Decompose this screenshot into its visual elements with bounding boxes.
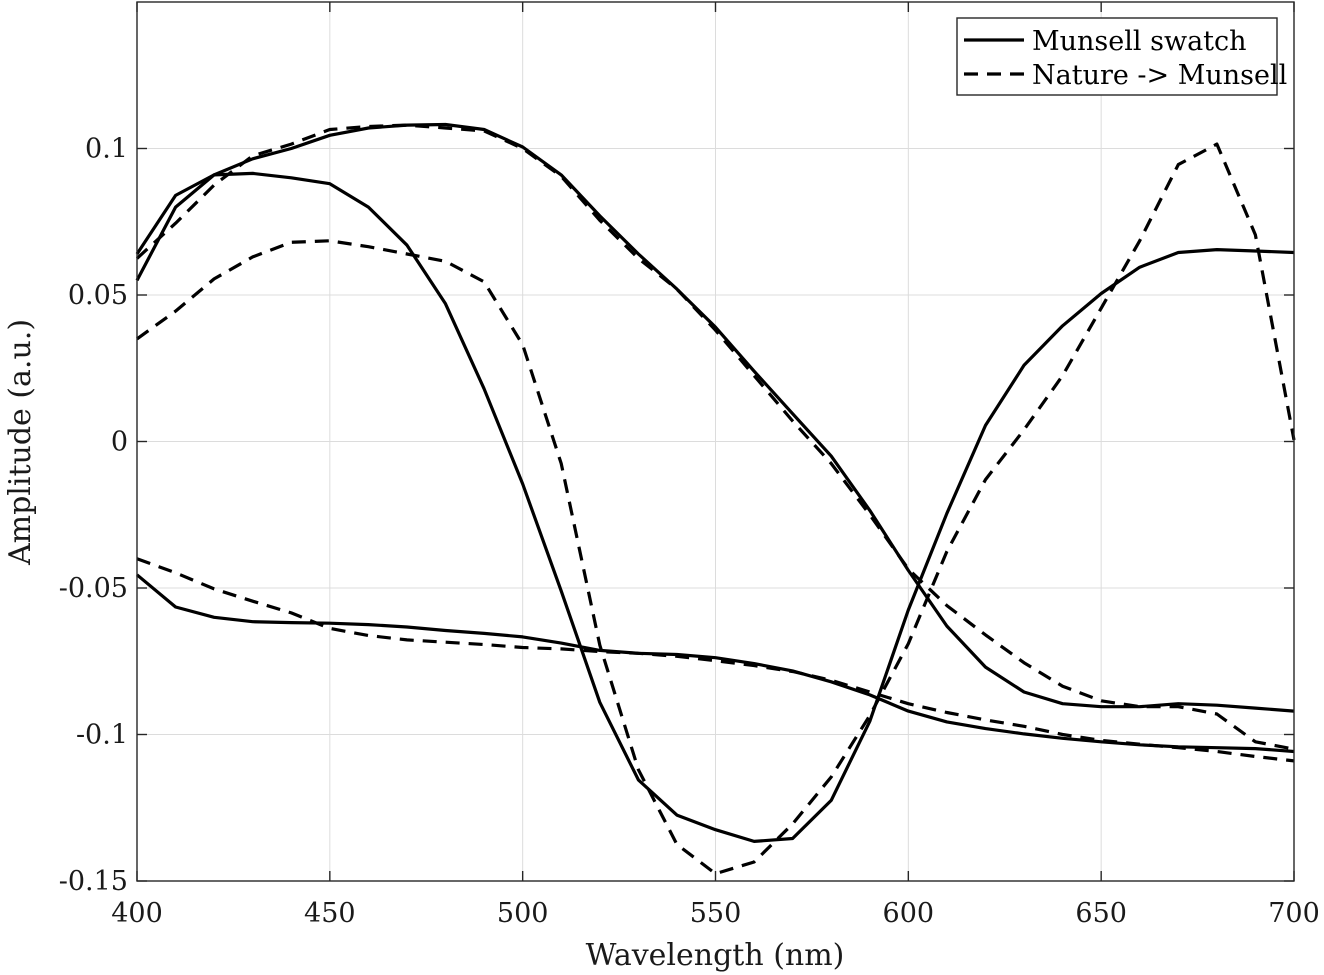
series-line-5-solid [135, 573, 1295, 754]
plot-lines [135, 122, 1296, 876]
x-tick-label: 550 [690, 898, 742, 929]
series-line-2-dashed [135, 123, 1295, 751]
y-tick-label: 0.05 [68, 280, 128, 311]
series-line-3-solid [135, 171, 1295, 844]
legend-label-nature-to-munsell: Nature -> Munsell [1032, 60, 1287, 91]
x-tick-label: 700 [1268, 898, 1320, 929]
x-tick-label: 650 [1075, 898, 1127, 929]
legend-label-munsell-swatch: Munsell swatch [1032, 26, 1247, 57]
x-tick-label: 450 [304, 898, 356, 929]
axis-ticks [136, 2, 1295, 882]
x-tick-label: 400 [111, 898, 163, 929]
y-tick-label: 0 [111, 427, 128, 458]
x-tick-label: 600 [883, 898, 935, 929]
y-tick-label: -0.1 [76, 720, 128, 751]
legend: Munsell swatch Nature -> Munsell [956, 17, 1287, 96]
y-tick-labels: -0.15 -0.1 -0.05 0 0.05 0.1 [59, 134, 128, 898]
x-tick-label: 500 [497, 898, 549, 929]
series-line-4-dashed [136, 142, 1296, 876]
grid [136, 2, 1295, 882]
legend-box [956, 17, 1278, 96]
series-line-1-solid [135, 122, 1295, 713]
y-tick-label: -0.15 [59, 866, 128, 897]
y-axis-label: Amplitude (a.u.) [3, 319, 38, 566]
x-axis-label: Wavelength (nm) [586, 938, 845, 973]
y-tick-label: -0.05 [59, 573, 128, 604]
y-tick-label: 0.1 [85, 134, 128, 165]
x-tick-labels: 400 450 500 550 600 650 700 [111, 898, 1320, 929]
